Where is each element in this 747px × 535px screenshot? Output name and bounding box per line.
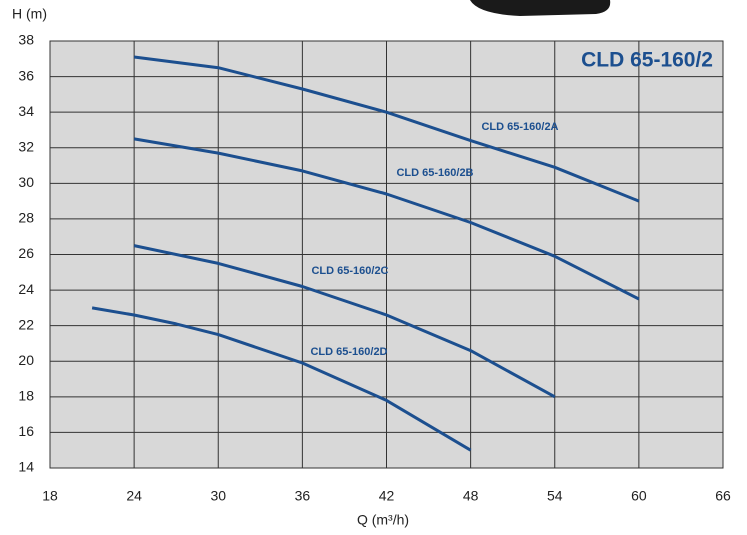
curve-label: CLD 65-160/2C	[311, 265, 388, 277]
curve-label: CLD 65-160/2B	[396, 167, 473, 179]
y-tick-label: 38	[18, 32, 34, 48]
curve-label: CLD 65-160/2A	[481, 121, 558, 133]
curve-label: CLD 65-160/2D	[310, 346, 387, 358]
x-axis-label: Q (m³/h)	[357, 512, 409, 528]
curve	[133, 137, 640, 301]
y-tick-label: 28	[18, 210, 34, 226]
curve	[133, 55, 640, 203]
y-tick-label: 14	[18, 459, 34, 475]
y-tick-label: 26	[18, 245, 34, 261]
curve	[91, 306, 472, 452]
x-tick-label: 66	[715, 488, 731, 504]
y-tick-label: 34	[18, 103, 34, 119]
x-tick-label: 30	[210, 488, 226, 504]
chart-title: CLD 65-160/2	[581, 49, 713, 72]
x-tick-label: 24	[126, 488, 142, 504]
pump-image	[470, 0, 611, 16]
curve	[133, 244, 556, 399]
x-tick-label: 18	[42, 488, 58, 504]
y-tick-label: 24	[18, 281, 34, 297]
y-tick-label: 22	[18, 316, 34, 332]
x-tick-label: 36	[295, 488, 311, 504]
y-tick-label: 32	[18, 138, 34, 154]
x-tick-label: 60	[631, 488, 647, 504]
y-axis-label: H (m)	[12, 6, 47, 22]
y-tick-label: 16	[18, 423, 34, 439]
plot-border	[49, 40, 724, 469]
x-tick-label: 42	[379, 488, 395, 504]
y-tick-label: 18	[18, 388, 34, 404]
y-tick-label: 36	[18, 67, 34, 83]
x-tick-label: 48	[463, 488, 479, 504]
y-tick-label: 20	[18, 352, 34, 368]
y-tick-label: 30	[18, 174, 34, 190]
x-tick-label: 54	[547, 488, 563, 504]
